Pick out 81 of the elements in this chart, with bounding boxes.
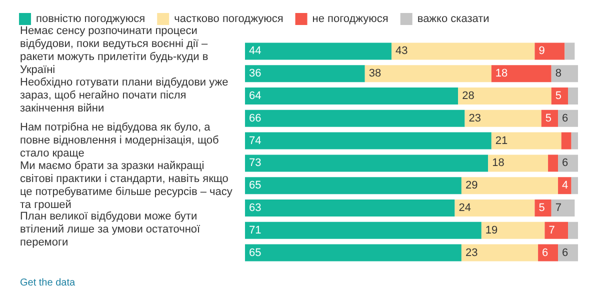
y-tick-label: Нам потрібна не відбудова як було, а повне відновлення і модернізація, щоб стало краще xyxy=(20,121,220,160)
bar xyxy=(491,65,552,82)
data-label: 6 xyxy=(542,246,548,259)
data-label: 7 xyxy=(548,224,555,236)
legend-label: не погоджуюся xyxy=(312,13,388,25)
data-label: 18 xyxy=(492,157,504,170)
data-label: 6 xyxy=(562,246,568,259)
data-label: 43 xyxy=(396,45,408,58)
bar xyxy=(561,132,572,150)
bar xyxy=(458,88,552,104)
bar xyxy=(568,222,578,239)
data-label: 63 xyxy=(249,202,262,214)
data-label: 5 xyxy=(538,202,545,214)
bar xyxy=(392,42,535,60)
data-label: 66 xyxy=(249,112,262,124)
bar xyxy=(245,65,365,82)
data-label: 29 xyxy=(465,180,478,192)
bar xyxy=(461,177,558,194)
bar xyxy=(245,200,455,216)
bar xyxy=(491,132,562,150)
legend-label: повністю погоджуюся xyxy=(36,13,146,25)
bar xyxy=(488,154,548,172)
data-label: 18 xyxy=(495,68,508,80)
bar xyxy=(564,42,575,60)
y-tick-label: Немає сенсу розпочинати процеси відбудови, поки ведуться воєнні дії – ракети можуть прилетіти будь-куди в Україні xyxy=(20,25,210,77)
data-label: 71 xyxy=(249,224,262,236)
y-tick-label: План великої відбудови може бути втілений лише за умови остаточної перемоги xyxy=(20,210,202,250)
legend-label: важко сказати xyxy=(417,13,490,25)
data-label: 19 xyxy=(485,224,498,236)
data-label: 5 xyxy=(555,90,562,102)
data-label: 64 xyxy=(249,90,262,102)
data-label: 74 xyxy=(249,134,262,147)
bar xyxy=(568,88,578,104)
data-label: 28 xyxy=(462,90,474,102)
bar xyxy=(534,200,552,216)
data-label: 9 xyxy=(538,45,545,58)
bar xyxy=(551,200,575,216)
data-label: 23 xyxy=(465,246,478,259)
data-label: 38 xyxy=(368,68,382,80)
bar xyxy=(245,154,488,172)
bar xyxy=(481,222,545,239)
bar xyxy=(534,42,565,60)
data-label: 36 xyxy=(249,68,262,80)
bar xyxy=(245,110,465,127)
bar xyxy=(245,132,492,150)
bar xyxy=(558,154,578,172)
data-label: 6 xyxy=(562,112,568,124)
data-label: 65 xyxy=(249,180,262,192)
data-label: 4 xyxy=(562,180,568,192)
y-tick-label: Ми маємо брати за зразки найкращі світові практики і стандарти, навіть якщо це потребуватиме більше ресурсів – часу та грошей xyxy=(20,160,234,211)
data-label: 23 xyxy=(468,112,482,124)
bar xyxy=(245,222,482,239)
bar xyxy=(558,177,572,194)
data-label: 6 xyxy=(562,157,568,170)
bar xyxy=(548,154,558,172)
data-label: 24 xyxy=(458,202,472,214)
bar xyxy=(558,244,578,262)
data-label: 7 xyxy=(555,202,562,214)
data-label: 5 xyxy=(545,112,552,124)
data-label: 21 xyxy=(495,134,508,147)
bar xyxy=(245,177,462,194)
data-label: 8 xyxy=(555,68,562,80)
bar xyxy=(245,42,392,60)
bar xyxy=(544,222,568,239)
bar xyxy=(461,244,538,262)
bar xyxy=(551,65,578,82)
text: Get the data xyxy=(20,278,76,288)
legend-label: частково погоджуюся xyxy=(174,13,284,25)
data-label: 65 xyxy=(249,246,262,259)
bar xyxy=(538,244,558,262)
bar xyxy=(464,110,542,127)
bar xyxy=(571,177,578,194)
bar xyxy=(571,132,578,150)
data-label: 73 xyxy=(249,157,262,170)
bar xyxy=(454,200,535,216)
bar xyxy=(245,88,458,104)
bar xyxy=(245,244,462,262)
y-tick-label: Необхідно готувати плани відбудови уже зараз, щоб негайно почати після закінчення війни xyxy=(20,76,230,116)
bar xyxy=(558,110,578,127)
data-label: 44 xyxy=(249,45,262,58)
bar xyxy=(364,65,492,82)
